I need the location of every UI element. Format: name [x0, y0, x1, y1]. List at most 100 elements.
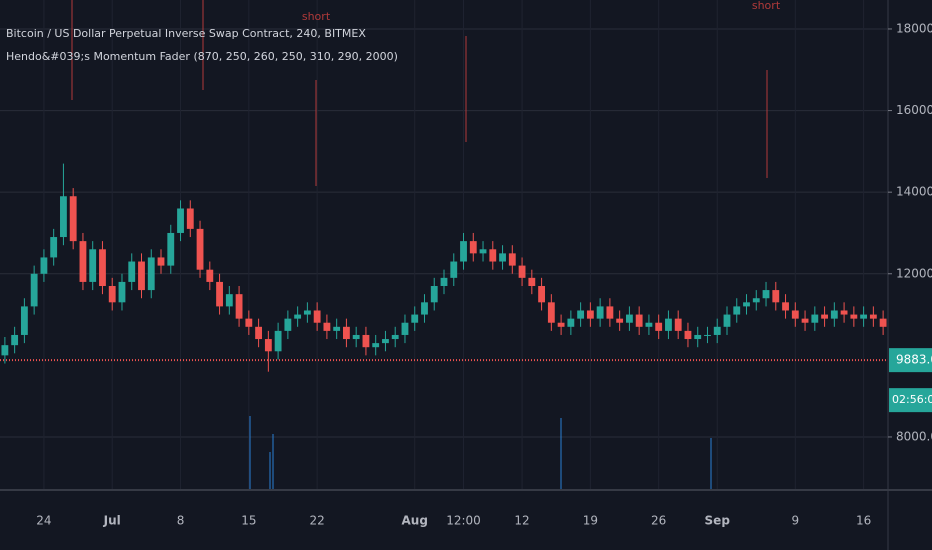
candle-body	[352, 334, 360, 340]
candle-body	[391, 334, 399, 340]
x-tick-label: 19	[583, 514, 598, 528]
candle-body	[206, 269, 214, 282]
candle-body	[1, 345, 9, 356]
candle-body	[79, 241, 87, 282]
candle-body	[11, 334, 19, 346]
candle-body	[294, 314, 302, 319]
candle-body	[665, 318, 672, 331]
candle-body	[850, 314, 858, 319]
candle-body	[235, 294, 243, 319]
candle-body	[421, 302, 428, 315]
x-tick-label: 8	[177, 514, 185, 528]
candle-body	[772, 290, 780, 303]
annotation: short	[302, 10, 331, 23]
x-tick-label: Jul	[103, 514, 121, 528]
candle-body	[684, 330, 692, 340]
candle-body	[674, 318, 682, 331]
countdown-box	[889, 388, 932, 413]
candle-body	[128, 261, 136, 282]
candle-body	[499, 253, 506, 262]
candle-body	[157, 257, 165, 266]
candle-body	[489, 249, 497, 262]
y-tick-label: 12000.0	[896, 266, 932, 280]
candle-body	[469, 241, 477, 254]
x-tick-label: Aug	[402, 514, 428, 528]
candle-body	[762, 290, 770, 299]
x-tick-label: 16	[856, 514, 871, 528]
candle-body	[879, 318, 887, 327]
candle-body	[508, 253, 516, 266]
candle-body	[225, 294, 233, 307]
candle-body	[791, 310, 799, 319]
x-tick-label: 15	[241, 514, 256, 528]
candle-body	[255, 326, 263, 340]
candle-body	[167, 232, 175, 266]
candle-body	[20, 306, 28, 335]
candle-body	[596, 306, 604, 319]
candle-body	[723, 314, 731, 327]
candle-body	[557, 322, 565, 327]
candle-body	[216, 281, 223, 307]
x-tick-label: 24	[36, 514, 51, 528]
candle-body	[30, 273, 38, 307]
candle-body	[284, 318, 292, 331]
candle-body	[830, 310, 838, 319]
candle-body	[196, 228, 204, 270]
candle-body	[782, 302, 789, 311]
candle-body	[245, 318, 253, 327]
candle-body	[538, 286, 545, 303]
x-tick-label: 22	[310, 514, 325, 528]
candle-body	[186, 208, 194, 229]
candle-body	[625, 314, 633, 323]
candle-body	[138, 261, 145, 291]
y-tick-label: 14000.0	[896, 185, 932, 199]
last-price-label: 9883.0	[896, 353, 932, 367]
candle-body	[323, 322, 331, 331]
last-price-box	[889, 348, 932, 373]
candle-body	[460, 241, 467, 262]
x-tick-label: 9	[791, 514, 799, 528]
candle-body	[303, 310, 311, 315]
y-tick-label: 8000.0	[896, 429, 932, 443]
candle-body	[821, 314, 828, 319]
candle-body	[713, 326, 721, 335]
candle-body	[69, 196, 77, 242]
indicator-title: Hendo&#039;s Momentum Fader (870, 250, 2…	[6, 50, 398, 63]
candle-body	[733, 306, 741, 315]
candle-body	[869, 314, 877, 319]
y-tick-label: 16000.0	[896, 103, 932, 117]
candle-body	[372, 343, 380, 348]
candle-body	[118, 281, 126, 303]
candle-body	[108, 286, 116, 303]
candle-body	[840, 310, 848, 315]
candle-body	[382, 339, 389, 344]
candle-body	[518, 265, 526, 278]
candle-body	[860, 314, 868, 319]
x-tick-label: 12	[514, 514, 529, 528]
x-tick-label: 12:00	[446, 514, 481, 528]
y-tick-label: 18000.0	[896, 21, 932, 35]
candle-body	[60, 196, 67, 238]
candle-body	[430, 286, 438, 303]
x-tick-label: 26	[651, 514, 666, 528]
candle-body	[440, 277, 448, 287]
candle-body	[411, 314, 419, 323]
candle-body	[528, 277, 536, 287]
candle-body	[694, 334, 702, 340]
candle-body	[567, 318, 575, 327]
x-tick-label: Sep	[705, 514, 731, 528]
candle-body	[89, 249, 97, 282]
plot-area	[0, 0, 888, 490]
candle-body	[450, 261, 458, 278]
candle-body	[50, 237, 58, 258]
candle-body	[547, 302, 555, 323]
candle-body	[274, 330, 282, 352]
candle-body	[752, 298, 760, 303]
candle-body	[147, 257, 155, 291]
candle-body	[333, 326, 341, 331]
candle-body	[362, 334, 370, 348]
candle-body	[343, 326, 350, 340]
candle-body	[704, 334, 711, 336]
candle-body	[645, 322, 653, 327]
